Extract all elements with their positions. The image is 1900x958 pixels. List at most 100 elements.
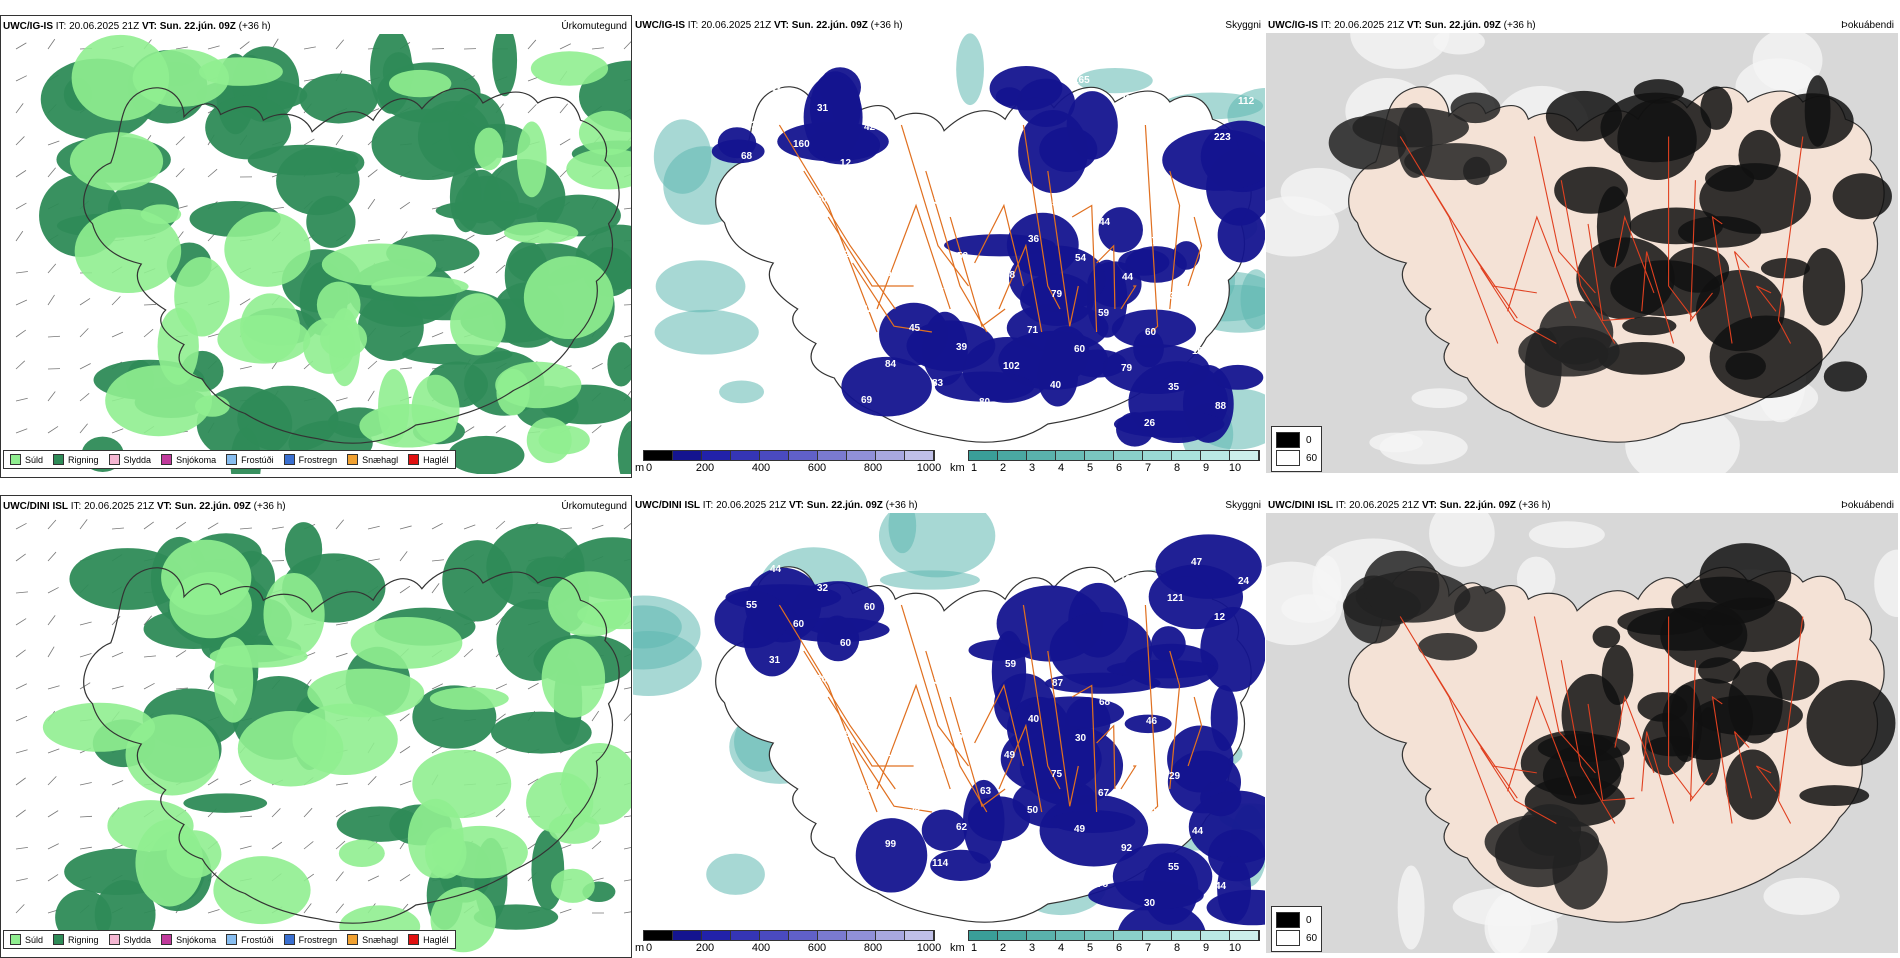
cloud-base-label: 49 — [887, 177, 899, 188]
field-blob — [618, 421, 631, 474]
cloud-base-label: 32 — [817, 583, 829, 594]
wind-barb — [16, 750, 28, 753]
colorbar-tick: 0 — [646, 942, 652, 954]
title-vt_label: VT: — [789, 500, 804, 511]
cloud-base-label: 30 — [981, 695, 993, 706]
wind-barb — [368, 391, 374, 401]
cloud-base-label: 57 — [958, 640, 970, 651]
title-vt_label: VT: — [157, 501, 172, 512]
panel-name: Þokuábendi — [1841, 20, 1894, 31]
cloud-base-label: 126 — [1073, 555, 1090, 566]
wind-barb — [16, 361, 25, 369]
field-blob — [339, 840, 385, 867]
wind-barb — [624, 304, 631, 305]
cloud-base-label: 54 — [1075, 253, 1087, 264]
cloud-base-label: 54 — [863, 693, 875, 704]
colorbar-tick: 600 — [808, 942, 826, 954]
field-blob — [372, 109, 485, 180]
colorbar-tick: 1000 — [917, 462, 941, 474]
field-blob — [450, 293, 506, 355]
cloud-base-label: 95 — [979, 877, 991, 888]
field-blob — [1559, 337, 1609, 371]
cloud-base-label: 60 — [864, 602, 876, 613]
colorbar-tick: 0 — [646, 462, 652, 474]
wind-barb — [16, 170, 26, 177]
legend-swatch — [10, 934, 21, 945]
legend-item: Snjókoma — [161, 454, 216, 465]
cloud-base-label: 39 — [956, 342, 968, 353]
field-blob — [655, 310, 759, 355]
field-blob — [320, 320, 367, 358]
legend-item: Slydda — [109, 454, 152, 465]
title-vt_label: VT: — [774, 20, 789, 31]
cloud-base-label: 43 — [887, 657, 899, 668]
wind-barb — [432, 523, 443, 529]
field-blob — [199, 57, 283, 86]
wind-barb — [144, 329, 153, 337]
cloud-base-label: 60 — [793, 619, 805, 630]
wind-barb — [48, 391, 55, 401]
panel-title: UWC/IG-IS IT: 20.06.2025 21Z VT: Sun. 22… — [1268, 20, 1536, 31]
wind-barb — [496, 235, 507, 241]
wind-barb — [432, 583, 439, 593]
wind-barb — [432, 746, 442, 753]
wind-barb — [240, 366, 252, 369]
wind-barb — [16, 778, 26, 785]
colorbar-unit: km — [950, 462, 965, 474]
wind-barb — [368, 559, 380, 561]
field-blob — [299, 74, 378, 124]
title-vt_label: VT: — [142, 21, 157, 32]
fog-index-panel: UWC/IG-IS IT: 20.06.2025 21Z VT: Sun. 22… — [1266, 15, 1898, 478]
title-model: UWC/IG-IS — [1268, 20, 1318, 31]
field-blob — [1050, 810, 1135, 833]
panel-title: UWC/DINI ISL IT: 20.06.2025 21Z VT: Sun.… — [635, 500, 918, 511]
cloud-base-label: 109 — [1192, 346, 1209, 357]
field-blob — [214, 637, 253, 723]
title-vt: Sun. 22.jún. 09Z — [160, 21, 236, 32]
wind-barb — [464, 427, 474, 433]
field-blob — [517, 121, 547, 197]
panel-name: Úrkomutegund — [561, 501, 627, 512]
field-blob — [817, 617, 859, 661]
legend-swatch — [109, 934, 120, 945]
wind-barb — [304, 841, 313, 849]
wind-barb — [48, 336, 60, 337]
cloud-base-label: 75 — [1051, 769, 1063, 780]
colorbar-tick: 6 — [1116, 942, 1122, 954]
wind-barb — [496, 265, 505, 273]
cloud-base-label: 69 — [861, 395, 873, 406]
cloud-map: 5643314255100885244474216012493933365444… — [633, 33, 1265, 453]
wind-barb — [16, 76, 27, 81]
wind-barb — [16, 523, 27, 529]
legend-swatch — [1276, 930, 1300, 946]
cloud-base-label: 65 — [933, 287, 945, 298]
title-it: 20.06.2025 21Z — [716, 500, 786, 511]
legend-swatch — [161, 454, 172, 465]
cloud-base-label: 117 — [1167, 113, 1184, 124]
cloud-base-label: 49 — [1074, 824, 1086, 835]
colorbar-tick: 8 — [1174, 462, 1180, 474]
cloud-base-label: 43 — [792, 710, 804, 721]
cloud-base-label: 12 — [840, 158, 852, 169]
wind-barb — [560, 528, 572, 529]
wind-barb — [48, 844, 59, 849]
title-model: UWC/DINI ISL — [1268, 500, 1333, 511]
field-blob — [504, 222, 578, 243]
wind-barb — [80, 622, 92, 625]
wind-barb — [112, 652, 123, 657]
legend-swatch — [408, 934, 419, 945]
cloud-base-panel: UWC/DINI ISL IT: 20.06.2025 21Z VT: Sun.… — [633, 495, 1265, 958]
field-blob — [430, 687, 509, 710]
wind-barb — [80, 519, 87, 529]
cloud-base-label: 62 — [956, 822, 968, 833]
field-blob — [656, 260, 746, 312]
wind-barb — [80, 847, 92, 849]
wind-barb — [592, 425, 601, 433]
field-blob — [990, 66, 1063, 110]
precip-type-panel: UWC/IG-IS IT: 20.06.2025 21Z VT: Sun. 22… — [0, 15, 632, 478]
legend-swatch — [10, 454, 21, 465]
field-blob — [1213, 365, 1264, 390]
wind-barb — [400, 526, 412, 529]
field-blob — [1418, 633, 1477, 661]
field-blob — [475, 128, 504, 171]
